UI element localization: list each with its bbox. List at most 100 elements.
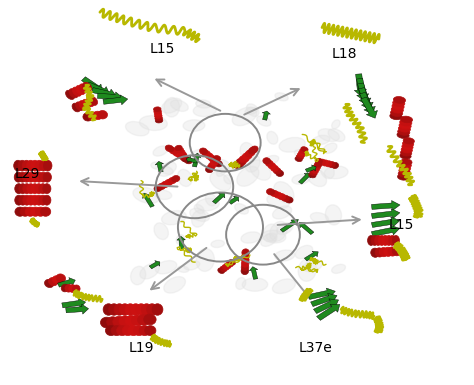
Ellipse shape: [213, 156, 221, 161]
Ellipse shape: [158, 162, 176, 176]
Ellipse shape: [310, 213, 328, 223]
Ellipse shape: [367, 236, 374, 246]
Ellipse shape: [263, 224, 278, 241]
Ellipse shape: [82, 99, 91, 108]
Ellipse shape: [242, 249, 249, 256]
Ellipse shape: [271, 165, 278, 172]
Ellipse shape: [220, 266, 227, 272]
Ellipse shape: [268, 163, 276, 169]
Ellipse shape: [332, 264, 346, 273]
FancyArrow shape: [103, 95, 128, 105]
Ellipse shape: [76, 85, 85, 95]
Ellipse shape: [202, 151, 210, 157]
FancyArrow shape: [371, 225, 400, 236]
Ellipse shape: [184, 261, 200, 270]
Ellipse shape: [131, 266, 146, 285]
Ellipse shape: [392, 103, 404, 110]
Ellipse shape: [402, 141, 414, 147]
Ellipse shape: [27, 184, 35, 194]
Ellipse shape: [31, 184, 39, 194]
Ellipse shape: [128, 326, 139, 336]
Ellipse shape: [44, 160, 52, 171]
Ellipse shape: [89, 97, 98, 105]
Ellipse shape: [264, 156, 279, 164]
Ellipse shape: [324, 166, 348, 179]
Ellipse shape: [392, 100, 405, 107]
Ellipse shape: [385, 236, 392, 246]
Ellipse shape: [218, 268, 225, 273]
Ellipse shape: [309, 173, 316, 178]
Ellipse shape: [113, 316, 125, 327]
Ellipse shape: [212, 159, 230, 170]
Ellipse shape: [401, 116, 412, 123]
Ellipse shape: [141, 304, 152, 315]
Ellipse shape: [399, 168, 410, 174]
Ellipse shape: [274, 192, 282, 198]
FancyArrow shape: [86, 82, 109, 95]
Ellipse shape: [297, 153, 305, 157]
Ellipse shape: [122, 326, 134, 336]
Ellipse shape: [35, 172, 43, 182]
Ellipse shape: [172, 176, 180, 182]
Ellipse shape: [73, 87, 82, 96]
Ellipse shape: [319, 159, 326, 165]
Ellipse shape: [20, 207, 30, 216]
Ellipse shape: [18, 160, 27, 171]
Ellipse shape: [228, 161, 245, 171]
FancyArrow shape: [249, 267, 258, 280]
Ellipse shape: [161, 181, 169, 187]
Ellipse shape: [241, 232, 261, 243]
Ellipse shape: [23, 184, 31, 194]
FancyArrow shape: [299, 173, 310, 184]
Ellipse shape: [144, 314, 156, 325]
Ellipse shape: [401, 159, 412, 165]
Ellipse shape: [236, 278, 246, 290]
Ellipse shape: [35, 184, 43, 194]
Ellipse shape: [178, 169, 192, 186]
Ellipse shape: [145, 326, 156, 336]
Ellipse shape: [295, 157, 302, 162]
Ellipse shape: [400, 119, 412, 126]
Ellipse shape: [82, 82, 92, 92]
Ellipse shape: [245, 150, 254, 157]
Ellipse shape: [383, 247, 392, 256]
Ellipse shape: [79, 84, 88, 93]
FancyArrow shape: [149, 261, 160, 269]
FancyArrow shape: [310, 293, 337, 306]
Ellipse shape: [301, 147, 308, 152]
Ellipse shape: [73, 285, 80, 293]
Ellipse shape: [39, 172, 47, 182]
Ellipse shape: [126, 122, 149, 136]
Ellipse shape: [403, 138, 414, 144]
Ellipse shape: [173, 150, 182, 157]
FancyArrow shape: [371, 217, 400, 228]
Ellipse shape: [392, 247, 401, 256]
Ellipse shape: [285, 197, 293, 203]
Ellipse shape: [323, 143, 337, 153]
Ellipse shape: [30, 207, 40, 216]
Ellipse shape: [125, 304, 136, 315]
Ellipse shape: [241, 264, 249, 271]
Ellipse shape: [169, 147, 178, 154]
Ellipse shape: [375, 248, 384, 257]
Ellipse shape: [398, 126, 410, 132]
Ellipse shape: [247, 149, 255, 156]
Ellipse shape: [154, 185, 162, 191]
Ellipse shape: [210, 172, 231, 191]
Ellipse shape: [392, 236, 400, 246]
Ellipse shape: [318, 129, 339, 142]
Ellipse shape: [241, 267, 249, 275]
Ellipse shape: [43, 184, 51, 194]
FancyArrow shape: [317, 305, 340, 320]
Ellipse shape: [209, 162, 216, 168]
Ellipse shape: [79, 100, 87, 109]
Ellipse shape: [105, 326, 117, 336]
Ellipse shape: [146, 304, 157, 315]
Ellipse shape: [389, 236, 396, 246]
Ellipse shape: [140, 263, 159, 279]
Ellipse shape: [267, 194, 289, 208]
Ellipse shape: [214, 160, 222, 167]
Ellipse shape: [374, 236, 382, 246]
Ellipse shape: [27, 195, 35, 205]
Ellipse shape: [244, 152, 252, 159]
